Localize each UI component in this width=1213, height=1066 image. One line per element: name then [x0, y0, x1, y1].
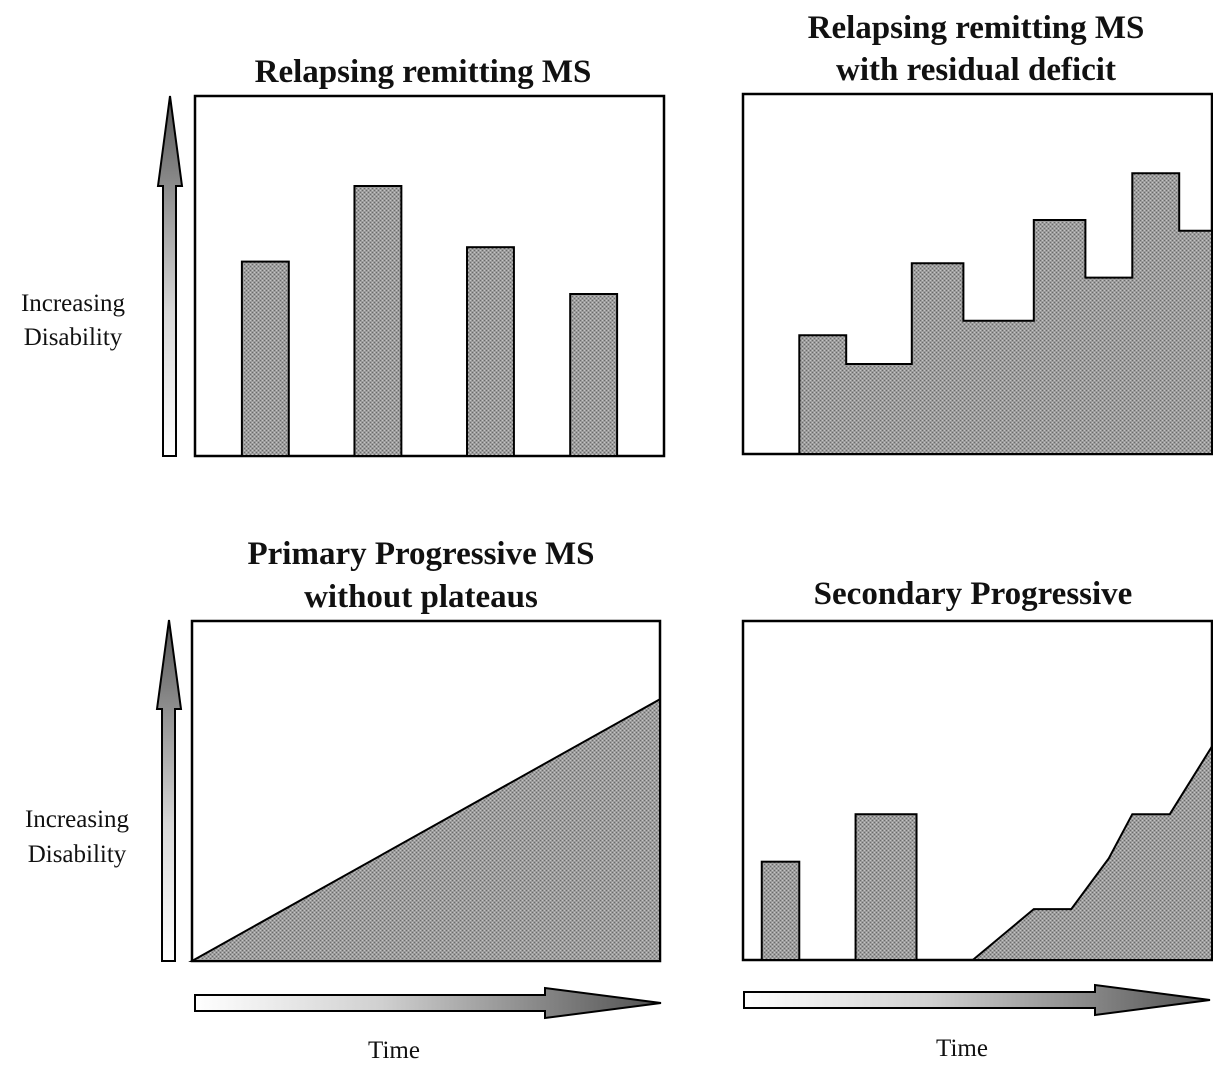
- relapse-bar: [854, 813, 918, 961]
- panel-title-secondary-progressive: Secondary Progressive: [814, 576, 1133, 612]
- disability-area: [970, 742, 1213, 961]
- panel-title-relapsing-remitting: Relapsing remitting MS: [255, 54, 592, 90]
- relapse-bar: [760, 860, 801, 961]
- relapse-bar: [569, 293, 619, 457]
- x-axis-label-left: Time: [368, 1037, 420, 1064]
- time-arrow-right: [743, 983, 1211, 1017]
- disability-arrow-top: [156, 95, 184, 457]
- y-axis-label-top: Increasing Disability: [21, 290, 126, 351]
- disability-area: [188, 697, 661, 962]
- y-axis-label-bottom: Increasing Disability: [25, 806, 130, 868]
- panel-primary-progressive: [188, 619, 662, 963]
- title-line: Relapsing remitting MS: [255, 54, 592, 90]
- panel-frame: [193, 94, 666, 458]
- title-line: Primary Progressive MS: [247, 536, 594, 572]
- y-label-line: Increasing: [21, 290, 126, 317]
- disability-area: [798, 172, 1213, 455]
- y-label-line: Disability: [24, 324, 123, 351]
- title-line: without plateaus: [304, 579, 538, 615]
- panel-relapsing-remitting-residual: [741, 92, 1213, 456]
- title-line: Relapsing remitting MS: [808, 10, 1145, 46]
- relapse-bar: [466, 246, 515, 457]
- relapse-bar: [240, 260, 290, 457]
- y-label-line: Disability: [28, 841, 127, 868]
- y-label-line: Increasing: [25, 806, 130, 833]
- title-line: Secondary Progressive: [814, 576, 1133, 612]
- panel-title-primary-progressive: Primary Progressive MS without plateaus: [247, 536, 594, 615]
- disability-arrow-bottom: [155, 619, 183, 962]
- x-axis-label-right: Time: [936, 1035, 988, 1062]
- panel-relapsing-remitting: [193, 94, 666, 458]
- title-line: with residual deficit: [836, 52, 1116, 88]
- time-arrow-left: [194, 986, 662, 1020]
- panel-secondary-progressive: [741, 619, 1213, 962]
- relapse-bar: [353, 185, 403, 457]
- panel-title-relapsing-remitting-residual: Relapsing remitting MS with residual def…: [808, 10, 1145, 88]
